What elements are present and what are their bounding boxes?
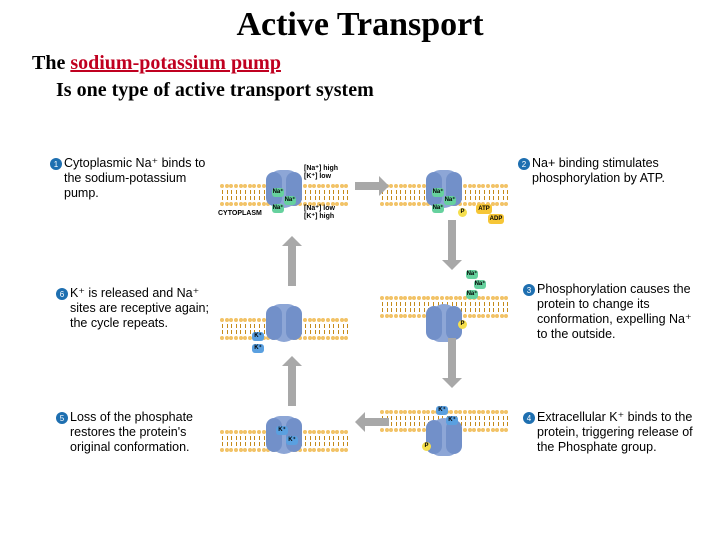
cycle-arrow-4-5 — [355, 412, 389, 432]
intro-text: The sodium-potassium pump Is one type of… — [0, 44, 720, 104]
na-ion: Na⁺ — [474, 280, 486, 289]
k-high-label: [K⁺] high — [304, 212, 334, 220]
pump-protein — [270, 304, 298, 342]
panel-4: K⁺K⁺ P — [380, 390, 510, 450]
k-ion: K⁺ — [446, 416, 458, 425]
cycle-arrow-2-3 — [442, 220, 462, 270]
na-ion: Na⁺ — [272, 188, 284, 197]
step-6: 6K⁺ is released and Na⁺ sites are recept… — [56, 286, 226, 331]
k-ion: K⁺ — [252, 332, 264, 341]
phosphate-icon: P — [422, 442, 431, 451]
na-ion: Na⁺ — [432, 188, 444, 197]
na-ion: Na⁺ — [272, 204, 284, 213]
step-text-5: Loss of the phosphate restores the prote… — [70, 410, 226, 455]
atp-icon: ATP — [476, 204, 492, 214]
k-ion: K⁺ — [436, 406, 448, 415]
k-low-label: [K⁺] low — [304, 172, 331, 180]
na-high-label: [Na⁺] high — [304, 164, 338, 172]
na-low-label: [Na⁺] low — [304, 204, 335, 212]
intro-prefix: The — [32, 52, 70, 74]
phosphate-icon: P — [458, 320, 467, 329]
step-text-6: K⁺ is released and Na⁺ sites are recepti… — [70, 286, 226, 331]
step-text-3: Phosphorylation causes the protein to ch… — [537, 282, 703, 342]
panel-6: K⁺ K⁺ — [220, 298, 350, 358]
step-badge-2: 2 — [518, 158, 530, 170]
step-text-2: Na+ binding stimulates phosphorylation b… — [532, 156, 698, 186]
step-text-1: Cytoplasmic Na⁺ binds to the sodium-pota… — [64, 156, 220, 201]
step-5: 5Loss of the phosphate restores the prot… — [56, 410, 226, 455]
na-ion: Na⁺ — [466, 270, 478, 279]
cycle-arrow-3-4 — [442, 338, 462, 388]
page-title: Active Transport — [0, 0, 720, 44]
pump-protein — [430, 304, 458, 342]
step-4: 4Extracellular K⁺ binds to the protein, … — [523, 410, 703, 455]
na-ion: Na⁺ — [444, 196, 456, 205]
step-text-4: Extracellular K⁺ binds to the protein, t… — [537, 410, 703, 455]
intro-highlight: sodium-potassium pump — [70, 52, 281, 74]
panel-2: Na⁺Na⁺Na⁺ATPADPP — [380, 164, 510, 224]
step-badge-3: 3 — [523, 284, 535, 296]
cytoplasm-label: CYTOPLASM — [218, 210, 262, 217]
step-1: 1Cytoplasmic Na⁺ binds to the sodium-pot… — [50, 156, 220, 201]
phosphate-icon: P — [458, 208, 467, 217]
intro-line2: Is one type of active transport system — [32, 77, 720, 104]
pump-protein — [270, 416, 298, 454]
panel-5: K⁺K⁺ — [220, 410, 350, 470]
adp-icon: ADP — [488, 214, 504, 224]
step-badge-4: 4 — [523, 412, 535, 424]
step-badge-1: 1 — [50, 158, 62, 170]
cycle-arrow-6-1 — [282, 236, 302, 286]
k-ion: K⁺ — [276, 426, 288, 435]
cycle-arrow-5-6 — [282, 356, 302, 406]
cycle-arrow-1-2 — [355, 176, 389, 196]
panel-1: Na⁺Na⁺Na⁺CYTOPLASM[Na⁺] high[K⁺] low[Na⁺… — [220, 164, 350, 224]
step-badge-6: 6 — [56, 288, 68, 300]
step-2: 2Na+ binding stimulates phosphorylation … — [518, 156, 698, 186]
na-ion: Na⁺ — [284, 196, 296, 205]
step-badge-5: 5 — [56, 412, 68, 424]
na-ion: Na⁺ — [432, 204, 444, 213]
step-3: 3Phosphorylation causes the protein to c… — [523, 282, 703, 342]
k-ion: K⁺ — [286, 436, 298, 445]
panel-3: Na⁺Na⁺Na⁺P — [380, 276, 510, 336]
k-ion: K⁺ — [252, 344, 264, 353]
na-ion: Na⁺ — [466, 290, 478, 299]
